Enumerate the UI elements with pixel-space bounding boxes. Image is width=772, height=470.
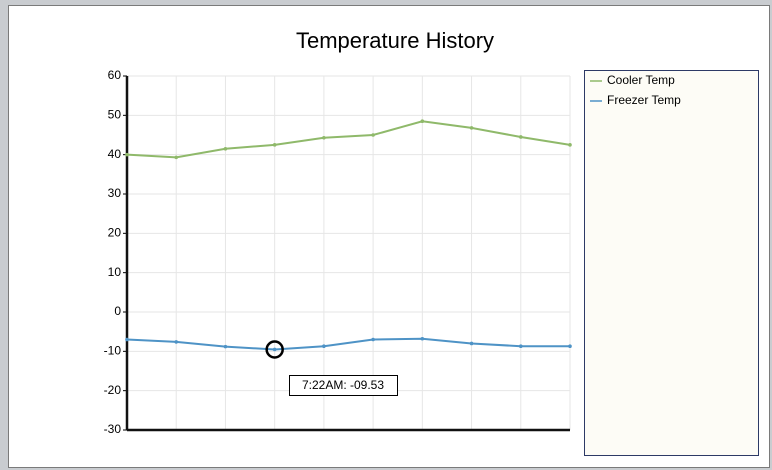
data-point xyxy=(420,336,425,341)
data-point xyxy=(420,119,425,124)
data-point xyxy=(272,143,277,147)
hover-marker xyxy=(265,340,284,359)
chart-title: Temperature History xyxy=(296,28,494,53)
data-point xyxy=(223,344,228,349)
data-point xyxy=(469,126,474,130)
data-point xyxy=(469,341,474,346)
data-point xyxy=(518,344,523,349)
series-line xyxy=(126,337,570,351)
y-tick-label: 60 xyxy=(108,68,122,82)
data-point xyxy=(223,146,228,151)
y-tick-label: 30 xyxy=(108,186,122,200)
data-point xyxy=(568,143,572,147)
tooltip-label: 7:22AM: -09.53 xyxy=(302,378,384,392)
data-point xyxy=(518,135,523,139)
data-point xyxy=(174,340,179,344)
data-point xyxy=(371,337,375,342)
y-tick-label: 40 xyxy=(108,147,122,161)
y-tick-label: 20 xyxy=(108,226,122,240)
data-point xyxy=(125,337,129,342)
y-tick-label: 10 xyxy=(108,265,122,279)
tooltip-box xyxy=(289,375,398,396)
y-tick-label: -20 xyxy=(104,383,122,397)
data-point xyxy=(272,347,277,352)
legend-box xyxy=(584,70,759,456)
legend-label: Freezer Temp xyxy=(607,93,681,107)
data-point xyxy=(174,155,179,160)
y-tick-label: 0 xyxy=(114,304,121,318)
data-point xyxy=(371,133,375,137)
data-point xyxy=(322,135,326,140)
y-tick-label: -10 xyxy=(104,344,122,358)
y-tick-label: 50 xyxy=(108,108,122,122)
data-point xyxy=(568,344,572,349)
data-point xyxy=(125,152,129,157)
y-tick-label: -30 xyxy=(104,422,122,436)
series-line xyxy=(126,120,571,159)
legend-label: Cooler Temp xyxy=(607,73,675,87)
data-point xyxy=(322,344,326,349)
